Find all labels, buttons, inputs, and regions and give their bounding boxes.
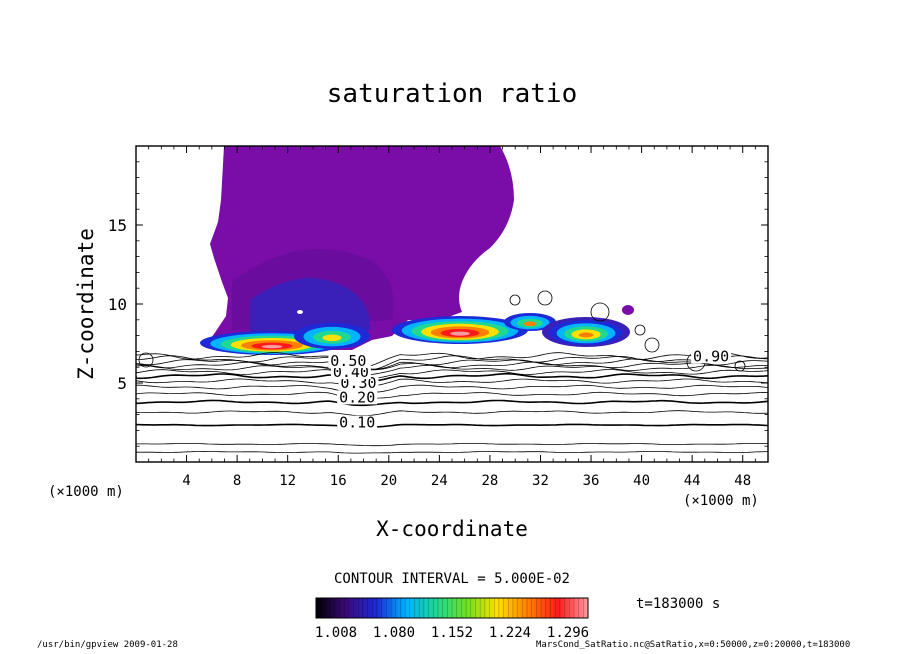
x-unit-left: (×1000 m) [48, 484, 124, 500]
y-tick-label: 5 [117, 374, 127, 393]
contour-line [136, 369, 768, 381]
x-tick-label: 8 [233, 473, 241, 489]
x-tick-label: 28 [481, 473, 498, 489]
contour-edge [138, 352, 154, 368]
contour-line [136, 450, 768, 454]
contour-label-bg [328, 354, 369, 369]
y-tick-label: 15 [108, 216, 127, 235]
x-tick-label: 36 [583, 473, 600, 489]
colorbar-tick-label: 1.008 [315, 625, 357, 641]
contour-line [136, 361, 768, 371]
contour-interval-text: CONTOUR INTERVAL = 5.000E-02 [334, 571, 570, 587]
footer-right: MarsCond_SatRatio.nc@SatRatio,x=0:50000,… [536, 640, 851, 650]
contour-line [136, 352, 768, 369]
contour-line [136, 410, 768, 417]
plume-highlight [297, 310, 303, 314]
colorbar-frame [315, 597, 589, 619]
chart-title: saturation ratio [327, 79, 577, 109]
colorbar-tick-labels: 1.008 1.080 1.152 1.224 1.296 [315, 625, 589, 641]
colorbar-tick-label: 1.224 [489, 625, 531, 641]
y-axis-label: Z-coordinate [74, 228, 98, 380]
contour-label: 0.20 [339, 388, 375, 406]
contour-label-bg [330, 365, 371, 380]
shaded-field [200, 146, 634, 355]
x-tick-label: 20 [380, 473, 397, 489]
x-tick-label: 48 [734, 473, 751, 489]
contour-line [136, 443, 768, 447]
supersaturation-band [578, 332, 594, 338]
contour-label: 0.50 [330, 352, 366, 370]
x-unit-right: (×1000 m) [683, 493, 759, 509]
contour-line [136, 355, 768, 371]
y-tick-label: 10 [108, 295, 127, 314]
x-axis-label: X-coordinate [376, 517, 528, 541]
supersaturation-band [523, 321, 537, 327]
colorbar-tick-label: 1.296 [547, 625, 589, 641]
contour-label-bg [691, 349, 732, 364]
time-label: t=183000 s [636, 596, 720, 612]
contour-label-bg [337, 390, 378, 405]
contour-line [136, 384, 768, 393]
contour-line [136, 399, 768, 407]
colorbar-divisions [320, 598, 584, 618]
contour-label-bg [337, 415, 378, 430]
contour-edge [634, 324, 646, 336]
contour-label: 0.90 [693, 347, 729, 365]
contour-line [136, 391, 768, 399]
contour-edge [644, 337, 660, 353]
x-tick-label: 40 [633, 473, 650, 489]
contour-line [136, 378, 768, 387]
contour-line [136, 423, 768, 428]
x-tick-label: 32 [532, 473, 549, 489]
x-axis-ticks: 4 8 12 16 20 24 28 32 36 40 44 48 [148, 146, 756, 489]
contour-line [136, 373, 768, 383]
x-tick-label: 12 [279, 473, 296, 489]
colorbar-tick-label: 1.152 [431, 625, 473, 641]
contour-edge [734, 360, 746, 372]
x-tick-label: 24 [431, 473, 448, 489]
plot-area: 0.100.200.300.400.50 0.90 [135, 145, 769, 463]
colorbar-tick-label: 1.080 [373, 625, 415, 641]
contour-edge [509, 294, 521, 306]
small-cloud [622, 305, 634, 315]
colorbar: 1.008 1.080 1.152 1.224 1.296 [315, 597, 589, 641]
x-tick-label: 44 [684, 473, 701, 489]
supersaturation-band [261, 344, 283, 349]
contour-lines [136, 290, 768, 454]
contour-label-group: 0.100.200.300.400.50 0.90 [328, 347, 732, 432]
contour-edge [590, 302, 610, 322]
plume-core-inner [250, 278, 371, 338]
footer-left: /usr/bin/gpview 2009-01-28 [37, 640, 178, 650]
supersaturation-band [322, 334, 342, 342]
x-tick-label: 4 [182, 473, 190, 489]
contour-edge [537, 290, 553, 306]
x-tick-label: 16 [330, 473, 347, 489]
y-axis-ticks: 5 10 15 [108, 161, 768, 447]
contour-label: 0.10 [339, 414, 375, 432]
supersaturation-band [450, 331, 470, 336]
contour-label-bg [338, 376, 379, 391]
